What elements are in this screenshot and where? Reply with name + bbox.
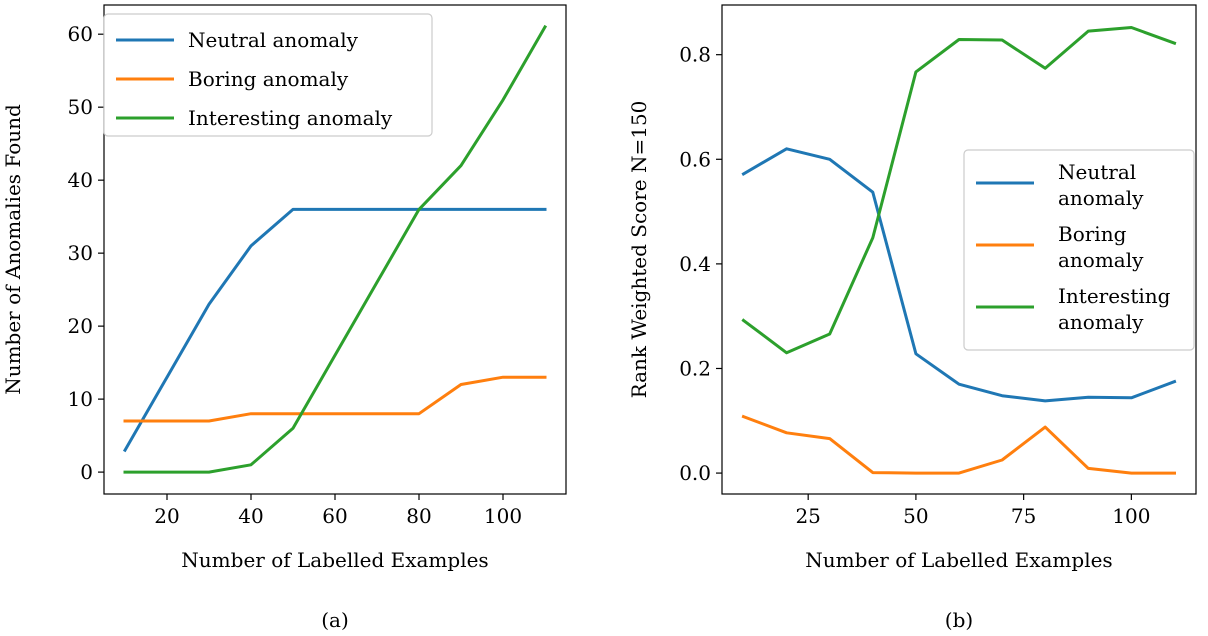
legend-label: anomaly bbox=[1058, 186, 1144, 210]
x-tick-label: 100 bbox=[484, 504, 522, 528]
x-tick-label: 75 bbox=[1011, 504, 1036, 528]
y-tick-label: 10 bbox=[68, 387, 93, 411]
legend: Neutral anomaly Boring anomaly Interesting… bbox=[103, 13, 433, 137]
y-axis-label: Rank Weighted Score N=150 bbox=[627, 101, 651, 399]
series-line-neutral-anomaly bbox=[122, 207, 547, 453]
x-axis-label: Number of Labelled Examples bbox=[181, 548, 488, 572]
series-line-neutral-anomaly bbox=[741, 147, 1177, 403]
y-tick-label: 0.0 bbox=[679, 461, 711, 485]
y-tick-label: 60 bbox=[68, 22, 93, 46]
y-tick-label: 0 bbox=[80, 460, 93, 484]
subfigure-caption: (b) bbox=[945, 608, 973, 632]
legend-label: Boring anomaly bbox=[188, 67, 349, 91]
x-tick-label: 100 bbox=[1112, 504, 1150, 528]
plot-frame bbox=[721, 4, 1197, 495]
subfigure-caption: (a) bbox=[321, 608, 349, 632]
legend-frame bbox=[103, 13, 433, 137]
series-line-boring-anomaly bbox=[741, 414, 1176, 475]
x-tick-label: 60 bbox=[322, 504, 347, 528]
y-axis-label: Number of Anomalies Found bbox=[1, 104, 25, 395]
y-tick-label: 0.6 bbox=[679, 147, 711, 171]
x-tick-label: 40 bbox=[238, 504, 263, 528]
x-tick-label: 80 bbox=[406, 504, 431, 528]
legend-label: anomaly bbox=[1058, 248, 1144, 272]
series-line-interesting-anomaly bbox=[123, 24, 548, 474]
y-tick-label: 40 bbox=[68, 168, 93, 192]
legend-label: Interesting bbox=[1058, 284, 1171, 308]
legend-label: anomaly bbox=[1058, 310, 1144, 334]
legend-label: Neutral bbox=[1058, 160, 1136, 184]
legend: NeutralanomalyBoringanomalyInterestingan… bbox=[963, 149, 1195, 351]
x-tick-label: 50 bbox=[903, 504, 928, 528]
y-tick-label: 30 bbox=[68, 241, 93, 265]
y-tick-label: 0.2 bbox=[679, 356, 711, 380]
series-line-interesting-anomaly bbox=[741, 26, 1177, 355]
x-tick-label: 25 bbox=[795, 504, 820, 528]
x-axis-label: Number of Labelled Examples bbox=[805, 548, 1112, 572]
legend-frame bbox=[963, 149, 1195, 351]
legend-label: Boring bbox=[1058, 222, 1127, 246]
y-tick-label: 0.4 bbox=[679, 252, 711, 276]
chart-a: 20 40 60 80 100 0 10 20 30 40 50 60 Number of Labell… bbox=[1, 4, 567, 632]
series-line-boring-anomaly bbox=[123, 375, 547, 423]
y-tick-label: 50 bbox=[68, 95, 93, 119]
chart-b: 25 50 75 100 0.0 0.2 0.4 0.6 0.8 Number of Labell… bbox=[627, 4, 1197, 632]
y-tick-label: 0.8 bbox=[679, 43, 711, 67]
y-tick-label: 20 bbox=[68, 314, 93, 338]
legend-label: Interesting anomaly bbox=[188, 106, 393, 130]
legend-label: Neutral anomaly bbox=[188, 28, 359, 52]
x-tick-label: 20 bbox=[154, 504, 179, 528]
